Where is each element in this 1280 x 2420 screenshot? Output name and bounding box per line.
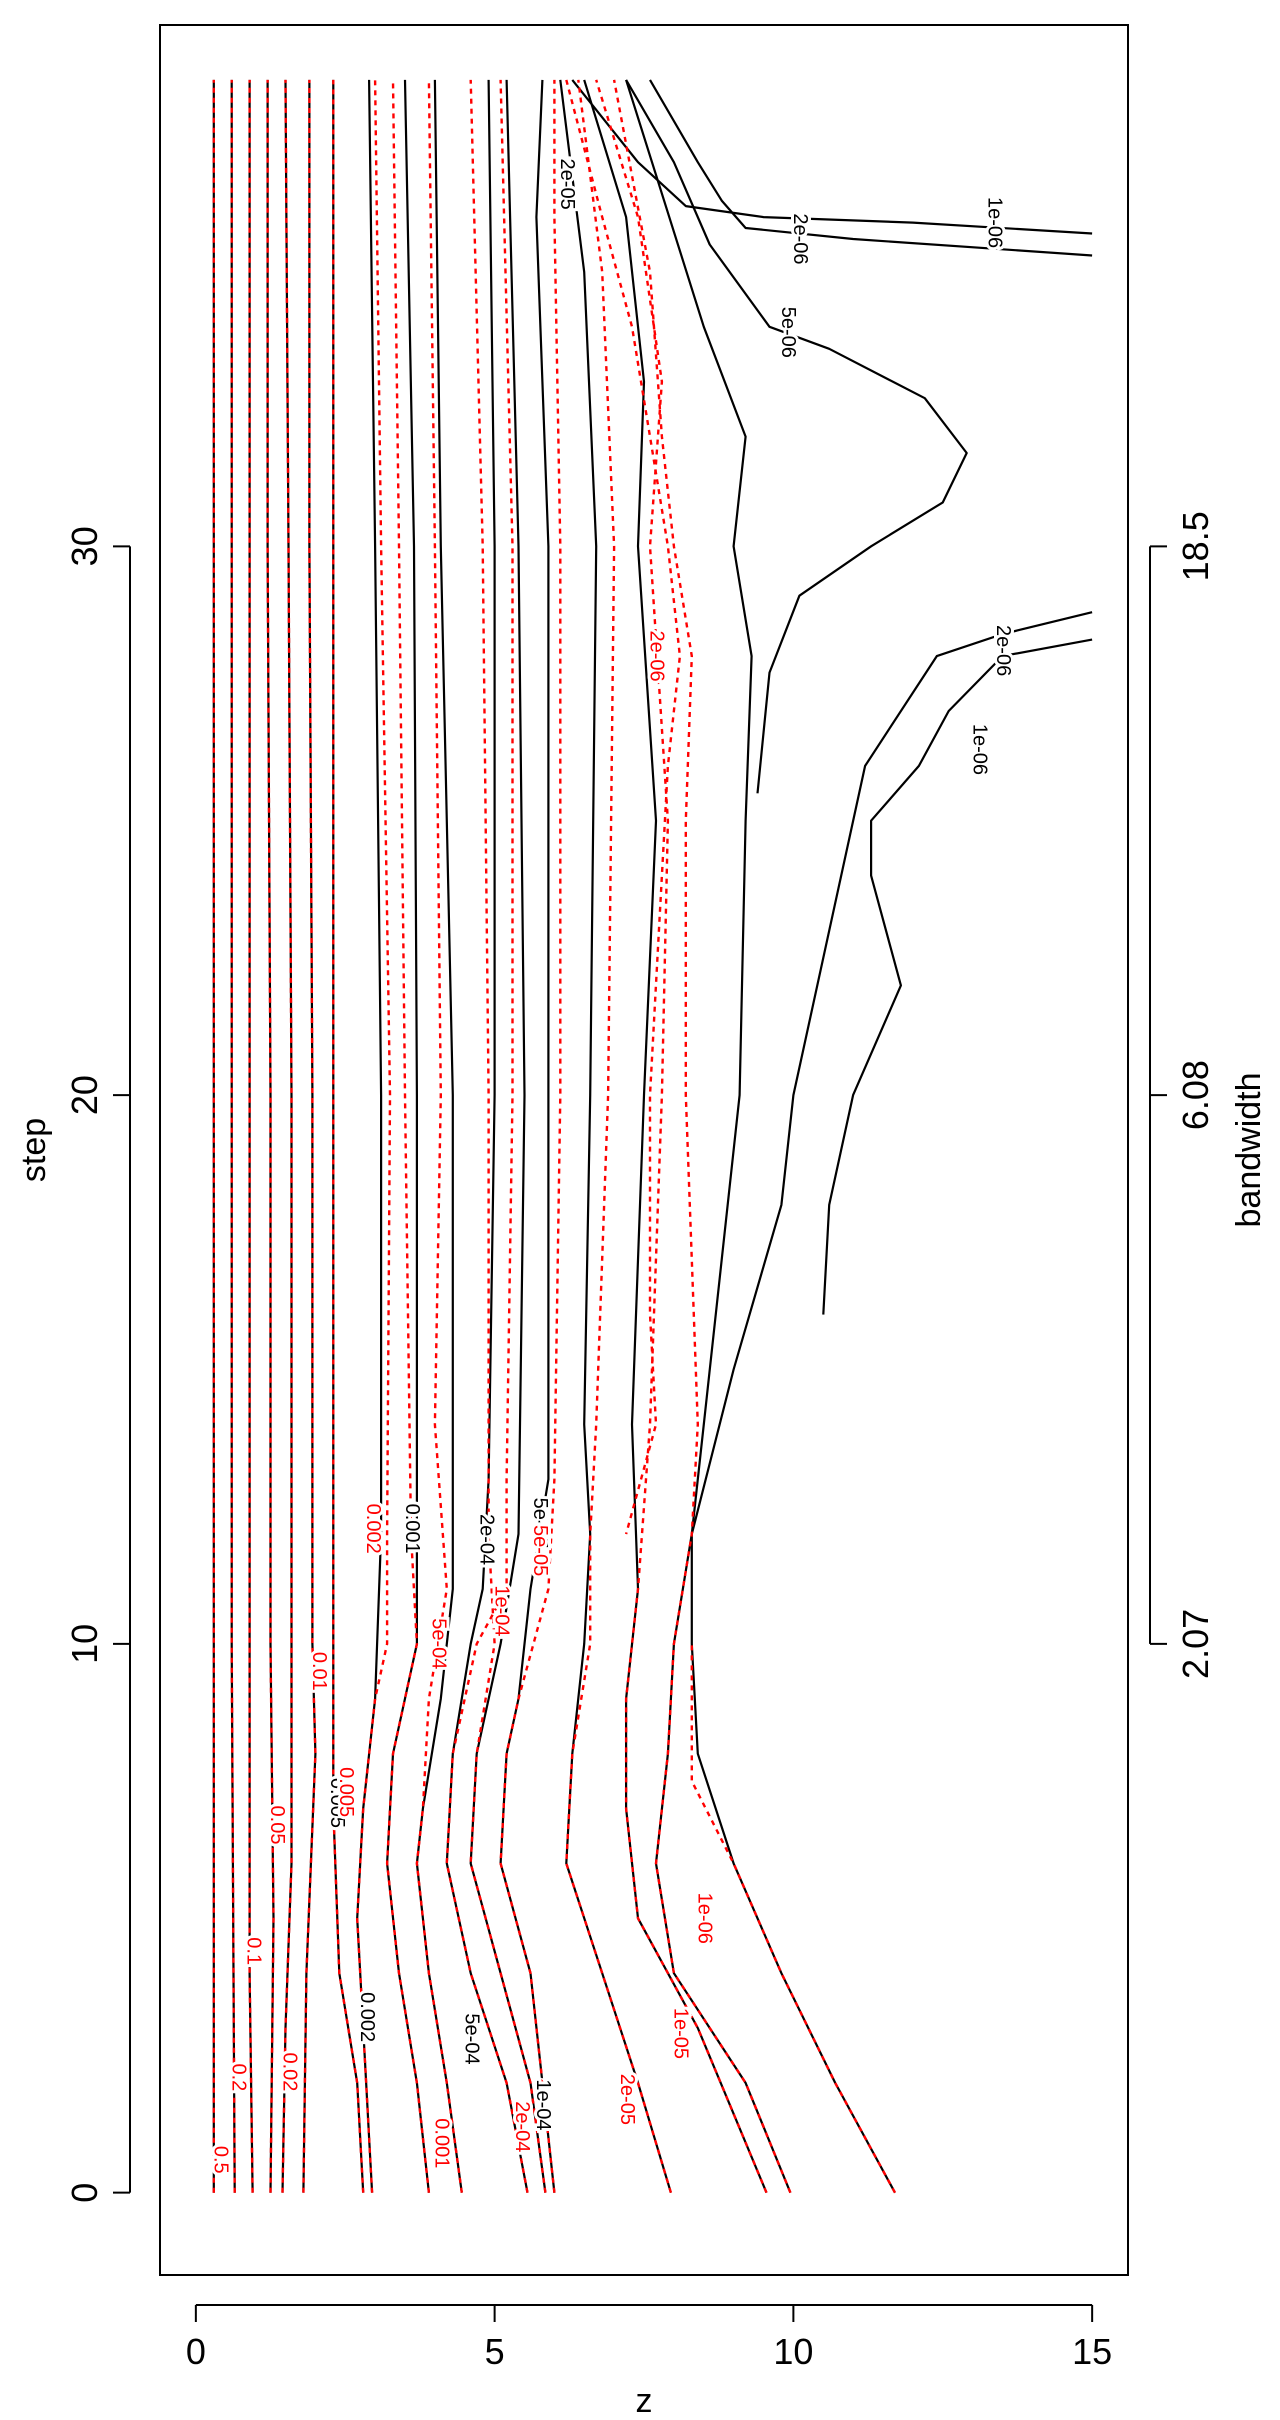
contour-label-red-16: 2e-06 [646,630,668,681]
contour-line-red-1 [230,79,236,2193]
contour-line-red-3 [266,79,275,2193]
contour-line-red-4 [281,79,293,2193]
contour-label-red-11: 1e-04 [490,1585,512,1636]
contour-line-red-9 [415,79,463,2193]
contour-line-black-18 [649,79,1093,257]
contour-label-layer: 0.0050.0020.0015e-042e-041e-045e-052e-05… [207,156,1018,2177]
contour-label-red-6: 0.005 [335,1767,357,1817]
contour-line-black-7 [356,79,383,2193]
y-tick-label: 30 [64,526,105,566]
right-tick-label: 18.5 [1175,511,1216,581]
contour-line-black-5 [302,79,317,2193]
contour-line-black-11 [469,79,547,2193]
contour-label-red-7: 0.002 [362,1504,384,1554]
contour-line-black-6 [332,79,365,2193]
contour-label-black-15: 5e-06 [777,307,799,358]
contour-label-red-12: 5e-05 [529,1525,551,1576]
right-axis-title: bandwidth [1230,1072,1268,1227]
contour-label-red-10: 2e-04 [511,2101,533,2152]
contour-label-black-13: 2e-05 [556,159,578,210]
contour-label-red-8: 0.001 [431,2118,453,2168]
contour-line-red-12 [499,79,562,2193]
contour-label-red-3: 0.05 [266,1806,288,1845]
contour-label-black-6: 0.005 [326,1778,348,1828]
contour-layer [212,79,1093,2194]
x-tick-label: 15 [1072,2331,1112,2372]
contour-label-black-17: 1e-06 [968,724,990,775]
contour-line-red-2 [248,79,254,2193]
contour-label-red-2: 0.1 [242,1937,264,1965]
right-tick-label: 6.08 [1175,1060,1216,1130]
contour-line-black-2 [248,79,254,2193]
contour-line-red-16 [565,79,682,1535]
contour-label-black-10: 2e-04 [475,1514,497,1565]
y-tick-label: 0 [64,2183,105,2203]
contour-line-black-10 [445,79,529,2193]
contour-line-red-8 [385,79,431,2193]
contour-line-black-12 [499,79,556,2193]
contour-label-red-1: 0.2 [227,2063,249,2091]
contour-label-black-11: 1e-04 [532,2079,554,2130]
contour-label-black-16: 2e-06 [992,625,1014,676]
y-tick-label: 20 [64,1075,105,1115]
contour-label-red-4: 0.02 [278,2053,300,2092]
contour-line-black-15 [625,79,792,2194]
contour-label-red-13: 2e-05 [616,2074,638,2125]
contour-label-red-14: 1e-05 [670,2008,692,2059]
contour-line-red-7 [356,79,392,2193]
contour-line-black-17 [822,638,1093,1315]
plot-frame [159,24,1129,2276]
contour-label-black-19: 1e-06 [983,197,1005,248]
contour-line-red-10 [445,79,529,2193]
right-tick-label: 2.07 [1175,1609,1216,1679]
contour-line-black-1 [230,79,236,2193]
y-axis-title: step [15,1118,53,1182]
contour-line-red-13 [565,79,673,2194]
contour-label-red-17: 1e-06 [694,1893,716,1944]
contour-line-red-17 [690,1643,897,2194]
contour-label-black-8: 0.001 [401,1504,423,1554]
contour-label-black-9: 5e-04 [460,2013,482,2064]
contour-label-red-0: 0.5 [210,2146,232,2174]
contour-line-black-16 [690,611,1093,2194]
contour-line-black-4 [281,79,293,2193]
contour-line-red-15 [612,79,792,2194]
contour-label-red-9: 5e-04 [428,1618,450,1669]
x-tick-label: 10 [773,2331,813,2372]
contour-line-black-8 [386,79,430,2193]
contour-label-black-7: 0.002 [356,1992,378,2042]
x-tick-label: 0 [186,2331,206,2372]
y-tick-label: 10 [64,1624,105,1664]
contour-line-red-14 [595,79,768,2194]
contour-line-red-11 [469,79,547,2193]
contour-label-red-5: 0.01 [308,1652,330,1691]
axes: 0 5 10 15 0 10 20 30 2.07 6.08 18.5 [64,511,1216,2372]
contour-line-black-20 [625,79,968,794]
contour-label-black-12: 5e-05 [529,1498,551,1549]
contour-label-black-18: 2e-06 [789,213,811,264]
contour-line-black-13 [559,79,672,2194]
x-tick-label: 5 [485,2331,505,2372]
contour-line-black-3 [266,79,275,2193]
x-axis-title: z [636,2382,653,2420]
